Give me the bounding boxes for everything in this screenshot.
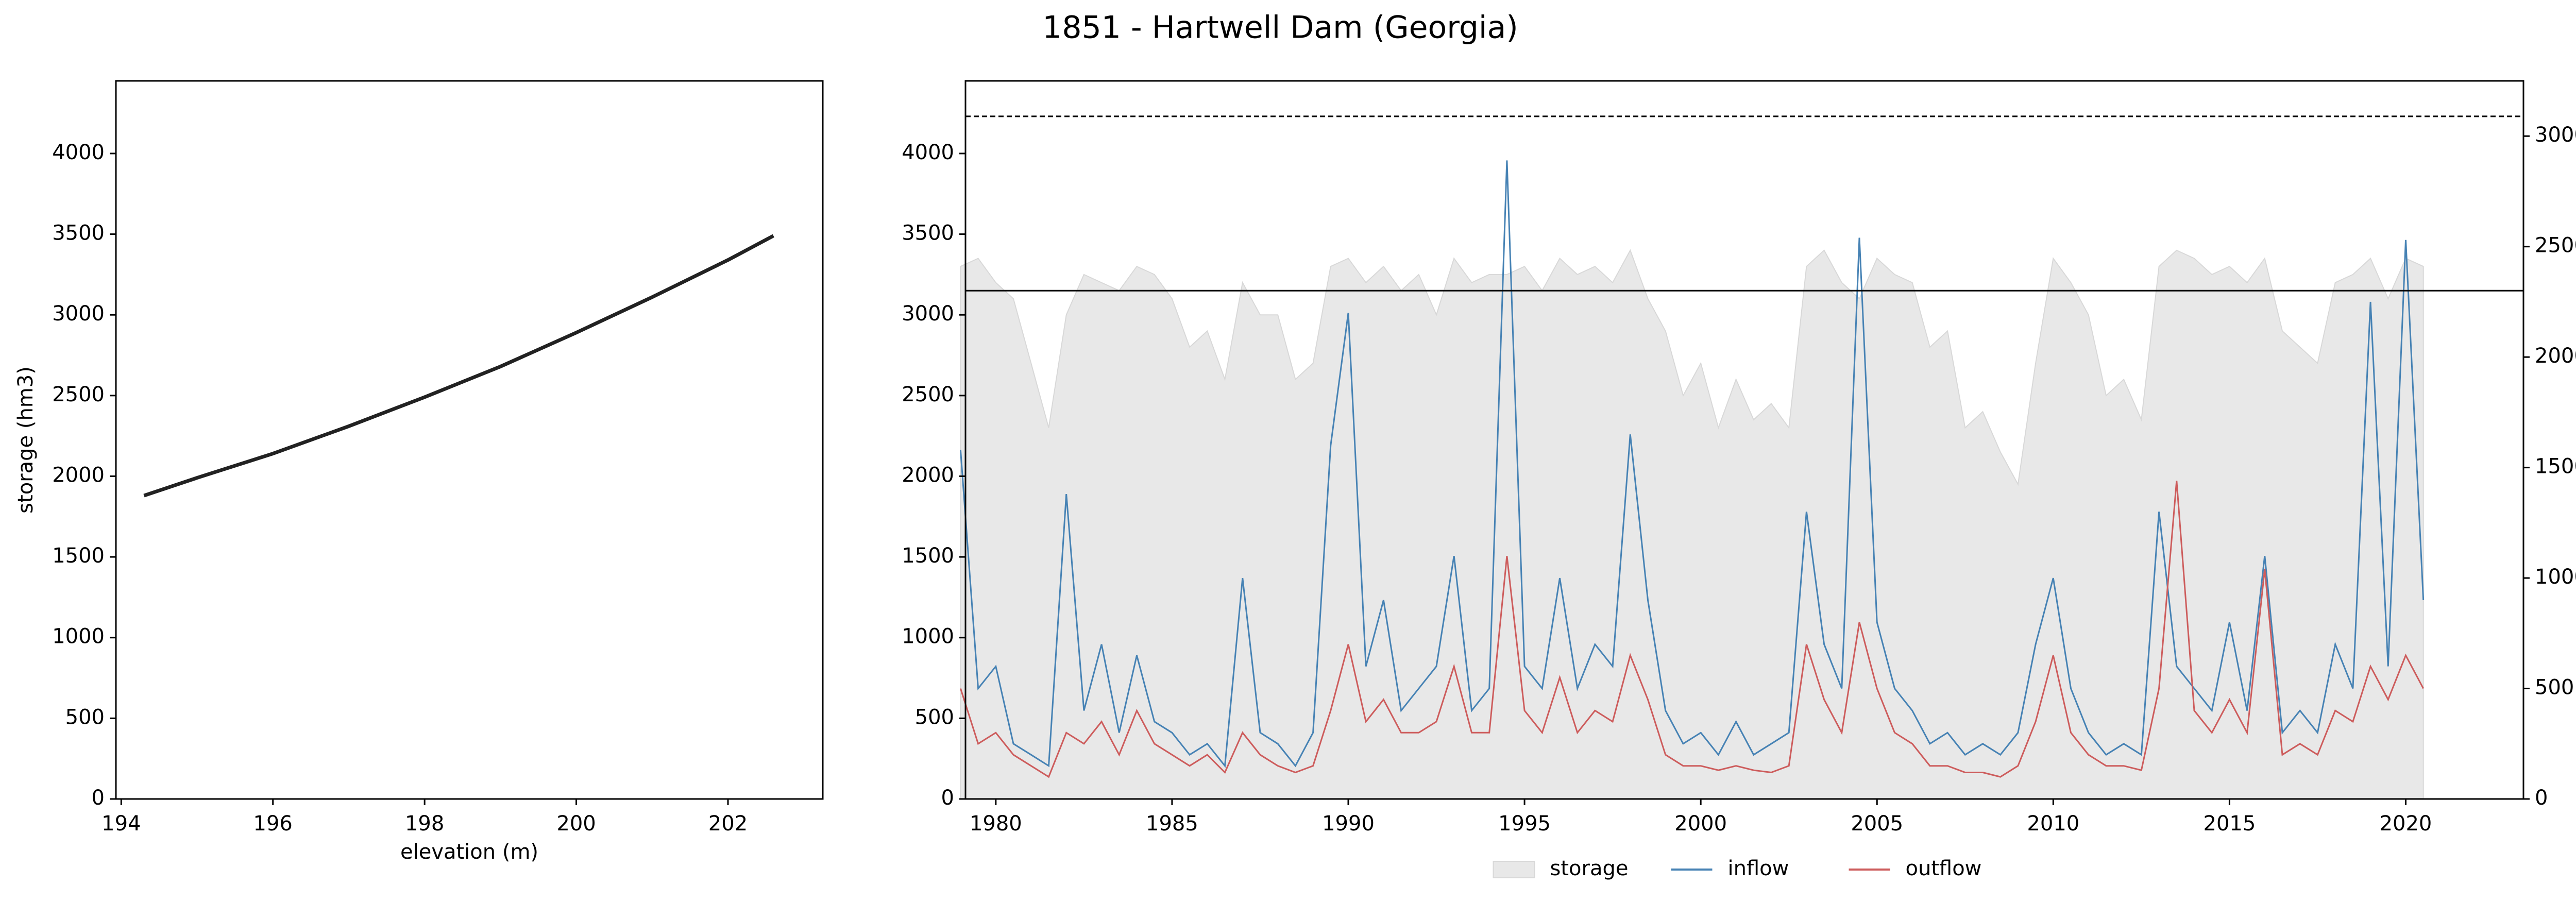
y-tick-label: 0	[941, 786, 954, 810]
y2-tick-label: 0	[2535, 786, 2548, 810]
x-tick-label: 198	[405, 812, 444, 836]
series-line	[959, 160, 2425, 768]
x-tick-label: 1980	[970, 812, 1022, 836]
plot-frame	[115, 80, 824, 800]
y-tick-label: 1000	[52, 625, 105, 649]
x-tick-label: 194	[101, 812, 141, 836]
x-tick-label: 196	[253, 812, 293, 836]
series-line	[143, 234, 774, 498]
y2-tick-label: 2500	[2535, 234, 2576, 258]
plot-frame	[964, 80, 2524, 800]
x-tick-label: 2005	[1851, 812, 1903, 836]
y-tick-label: 500	[915, 705, 954, 729]
y-tick-label: 0	[92, 786, 105, 810]
y-tick-label: 1500	[52, 544, 105, 568]
x-tick-label: 2015	[2204, 812, 2256, 836]
x-tick-label: 1985	[1146, 812, 1198, 836]
x-tick-label: 1995	[1498, 812, 1551, 836]
y-tick-label: 2000	[52, 463, 105, 487]
x-axis-label: elevation (m)	[400, 840, 538, 864]
y-tick-label: 2500	[902, 383, 954, 406]
y-tick-label: 1500	[902, 544, 954, 568]
storage-area	[960, 249, 2424, 799]
y2-tick-label: 1000	[2535, 565, 2576, 589]
y-tick-label: 2500	[52, 383, 105, 406]
x-tick-label: 1990	[1322, 812, 1375, 836]
y-tick-label: 4000	[902, 141, 954, 164]
y-axis-label: storage (hm3)	[14, 366, 38, 514]
y-tick-label: 3000	[902, 302, 954, 326]
y2-tick-label: 1500	[2535, 455, 2576, 479]
figure-title: 1851 - Hartwell Dam (Georgia)	[1042, 10, 1518, 46]
y-tick-label: 4000	[52, 141, 105, 164]
y2-tick-label: 3000	[2535, 123, 2576, 147]
x-tick-label: 202	[708, 812, 748, 836]
x-tick-label: 2020	[2380, 812, 2432, 836]
y-tick-label: 3500	[52, 222, 105, 245]
x-tick-label: 2010	[2027, 812, 2079, 836]
y-tick-label: 500	[65, 705, 105, 729]
y2-tick-label: 500	[2535, 676, 2574, 700]
legend-label: storage	[1550, 857, 1629, 880]
y-tick-label: 1000	[902, 625, 954, 649]
series-line	[959, 481, 2425, 778]
y-tick-label: 3500	[902, 222, 954, 245]
legend-label: inflow	[1728, 857, 1789, 880]
y-tick-label: 3000	[52, 302, 105, 326]
x-tick-label: 200	[556, 812, 596, 836]
x-tick-label: 2000	[1674, 812, 1727, 836]
legend-label: outflow	[1906, 857, 1982, 880]
y2-tick-label: 2000	[2535, 344, 2576, 368]
legend-swatch	[1493, 861, 1535, 878]
y-tick-label: 2000	[902, 463, 954, 487]
